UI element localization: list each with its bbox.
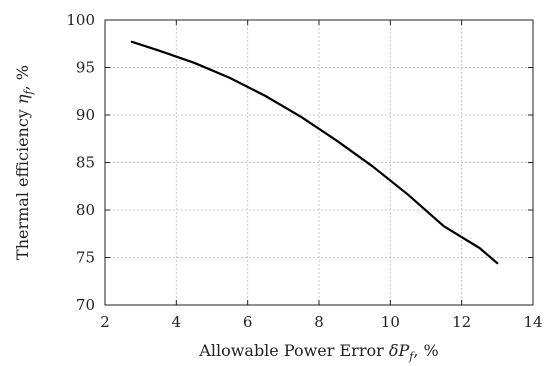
y-label-unit: , % — [13, 65, 32, 90]
y-tick-label: 100 — [66, 11, 95, 29]
x-tick-label: 8 — [314, 313, 324, 331]
x-tick-label: 10 — [381, 313, 400, 331]
y-tick-label: 85 — [76, 154, 95, 172]
y-tick-label: 95 — [76, 59, 95, 77]
y-tick-label: 90 — [76, 106, 95, 124]
y-tick-label: 80 — [76, 201, 95, 219]
x-tick-label: 12 — [452, 313, 471, 331]
y-label-subscript: f — [22, 88, 35, 95]
x-label-text: Allowable Power Error — [198, 341, 389, 360]
x-label-unit: , % — [413, 341, 438, 360]
x-tick-label: 14 — [523, 313, 542, 331]
y-label-text: Thermal efficiency — [13, 104, 32, 260]
series-line — [130, 40, 499, 265]
y-tick-label: 70 — [76, 296, 95, 314]
x-tick-label: 2 — [100, 313, 110, 331]
x-axis-label: Allowable Power Error δPf, % — [198, 341, 438, 363]
plot-frame — [104, 19, 534, 306]
x-tick-label: 6 — [243, 313, 253, 331]
x-tick-label: 4 — [172, 313, 182, 331]
x-label-subscript: f — [408, 350, 415, 363]
y-axis-label: Thermal efficiency ηf, % — [13, 65, 35, 260]
y-label-symbol: η — [13, 94, 32, 104]
grid-lines — [105, 20, 533, 305]
series-layer — [130, 40, 499, 265]
tick-labels: 2 4 6 8 10 12 14 70 75 80 85 90 95 100 — [66, 11, 542, 331]
y-tick-label: 75 — [76, 249, 95, 267]
x-label-symbol: δP — [389, 341, 410, 360]
